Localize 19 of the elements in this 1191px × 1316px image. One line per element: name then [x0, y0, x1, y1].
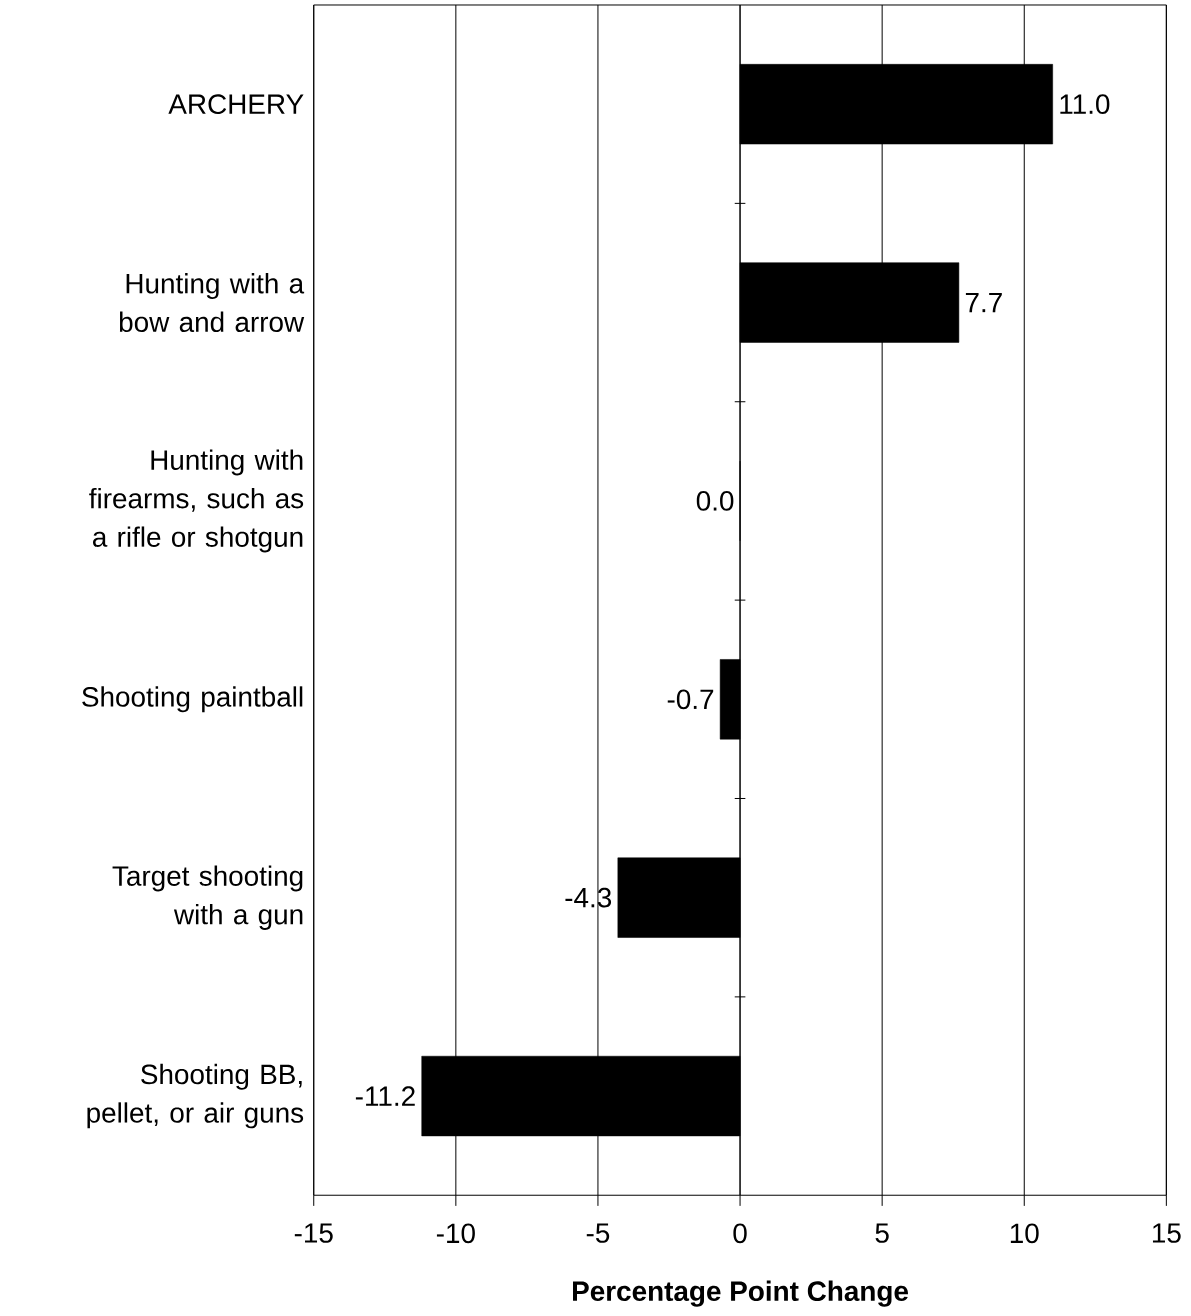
x-tick-label: 10: [1010, 1223, 1039, 1244]
x-axis-title: Percentage Point Change: [572, 1280, 908, 1307]
y-tick-label: ARCHERY: [168, 94, 304, 115]
data-label: 11.0: [1060, 94, 1110, 115]
x-tick-label: 15: [1152, 1223, 1181, 1243]
data-label: 0.0: [696, 491, 734, 511]
x-tick-label: -5: [586, 1223, 610, 1243]
y-tick-label: Hunting with a bow and arrow: [119, 273, 305, 333]
x-tick-label: 5: [875, 1223, 889, 1243]
data-label: -11.2: [355, 1086, 415, 1106]
x-tick-label: -15: [294, 1223, 333, 1243]
x-tick-label: -10: [436, 1223, 475, 1244]
y-tick-label: Shooting paintball: [82, 686, 303, 713]
x-tick-label: 0: [733, 1223, 747, 1244]
y-tick-label: Shooting BB, pellet, or air guns: [87, 1063, 304, 1129]
data-label: -0.7: [667, 689, 714, 710]
y-tick-label: Target shooting with a gun: [112, 865, 303, 930]
data-label: 7.7: [965, 292, 1002, 313]
y-tick-label: Hunting with firearms, such as a rifle or shotgun: [89, 449, 304, 553]
